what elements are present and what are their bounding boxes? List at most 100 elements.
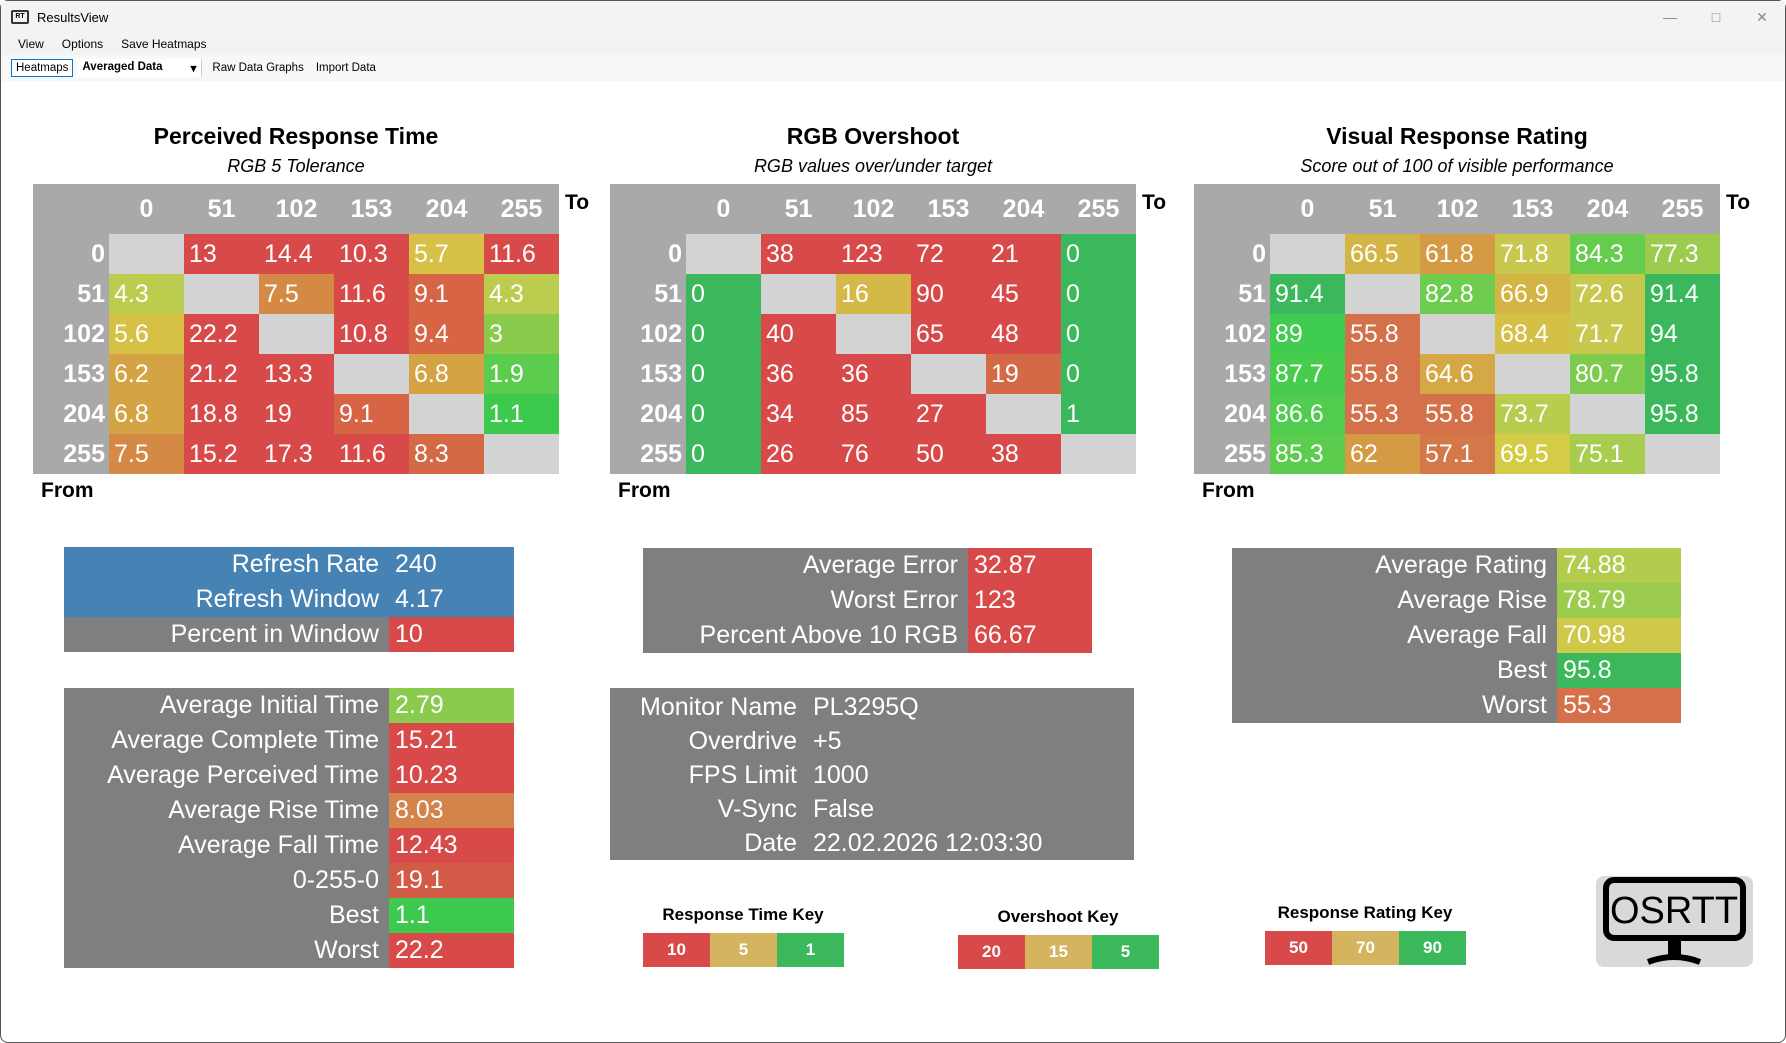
times-value: 1.1 [389, 898, 514, 933]
heatmap-cell: 1.1 [484, 394, 559, 434]
times-label: Average Initial Time [159, 691, 379, 719]
refresh-value: 4.17 [389, 582, 514, 617]
row-header: 102 [63, 319, 105, 348]
heatmap-cell: 68.4 [1495, 314, 1570, 354]
minimize-button[interactable]: — [1663, 9, 1677, 25]
to-axis-label: To [1142, 191, 1167, 214]
heatmap-cell: 40 [761, 314, 836, 354]
column-header: 102 [852, 194, 895, 223]
perceived-response-time-subtitle: RGB 5 Tolerance [227, 156, 365, 176]
column-header: 204 [1586, 194, 1629, 223]
rating-label: Best [1496, 656, 1547, 684]
heatmap-cell [1645, 434, 1720, 474]
heatmap-cell [911, 354, 986, 394]
heatmap-cell [1420, 314, 1495, 354]
heatmap-cell: 19 [259, 394, 334, 434]
refresh-row: Refresh Rate 240 [64, 547, 514, 582]
overshoot-key-swatch: 5 [1092, 935, 1159, 969]
response-rating-key-title: Response Rating Key [1277, 903, 1453, 922]
heatmap-cell: 71.8 [1495, 234, 1570, 274]
error-value: 32.87 [968, 548, 1092, 583]
heatmap-cell [686, 234, 761, 274]
refresh-row: Refresh Window 4.17 [64, 582, 514, 617]
menu-options[interactable]: Options [61, 37, 104, 51]
monitor-value: +5 [813, 726, 842, 755]
refresh-panel: Refresh Rate 240 Refresh Window 4.17 Percent… [64, 547, 514, 652]
raw-data-graphs-button[interactable]: Raw Data Graphs [212, 62, 304, 74]
column-header: 0 [716, 194, 731, 223]
response-rating-key-swatch: 50 [1265, 931, 1332, 965]
heatmap-cell: 19 [986, 354, 1061, 394]
maximize-button[interactable]: □ [1711, 9, 1721, 25]
times-label: 0-255-0 [292, 866, 379, 894]
heatmap-cell: 87.7 [1270, 354, 1345, 394]
times-value: 12.43 [389, 828, 514, 863]
heatmap-cell: 0 [686, 314, 761, 354]
heatmap-cell: 123 [836, 234, 911, 274]
heatmap-cell: 1 [1061, 394, 1136, 434]
heatmap-cell: 11.6 [484, 234, 559, 274]
times-value: 22.2 [389, 933, 514, 968]
times-value: 15.21 [389, 723, 514, 758]
rating-row: Average Fall 70.98 [1232, 618, 1681, 653]
heatmap-cell: 8.3 [409, 434, 484, 474]
heatmap-cell: 38 [986, 434, 1061, 474]
rating-value: 78.79 [1557, 583, 1681, 618]
monitor-label: FPS Limit [688, 760, 797, 789]
data-mode-select[interactable]: Averaged Data ▾ [77, 59, 203, 77]
heatmap-cell [184, 274, 259, 314]
row-header: 204 [640, 399, 682, 428]
heatmap-cell: 0 [1061, 234, 1136, 274]
heatmap-cell [1061, 434, 1136, 474]
heatmap-cell: 0 [686, 354, 761, 394]
heatmap-cell: 75.1 [1570, 434, 1645, 474]
perceived-response-time-title: Perceived Response Time [153, 123, 439, 149]
heatmap-cell: 95.8 [1645, 394, 1720, 434]
heatmap-cell: 91.4 [1270, 274, 1345, 314]
rating-value: 70.98 [1557, 618, 1681, 653]
heatmap-cell: 0 [686, 394, 761, 434]
column-header: 204 [425, 194, 468, 223]
column-header: 255 [1077, 194, 1120, 223]
heatmap-cell: 10.3 [334, 234, 409, 274]
heatmap-cell: 50 [911, 434, 986, 474]
heatmap-cell: 38 [761, 234, 836, 274]
monitor-row: Monitor Name PL3295Q [610, 690, 1134, 724]
heatmap-cell: 21 [986, 234, 1061, 274]
rating-label: Average Rating [1375, 551, 1547, 579]
heatmap-cell: 69.5 [1495, 434, 1570, 474]
overshoot-key-title: Overshoot Key [997, 907, 1119, 926]
times-row: Average Fall Time 12.43 [64, 828, 514, 863]
heatmap-cell: 5.6 [109, 314, 184, 354]
column-header: 102 [275, 194, 318, 223]
heatmap-cell [1570, 394, 1645, 434]
row-header: 102 [640, 319, 682, 348]
heatmap-cell: 48 [986, 314, 1061, 354]
heatmap-cell [259, 314, 334, 354]
monitor-row: V-Sync False [610, 792, 1134, 826]
monitor-label: Date [744, 828, 797, 857]
row-header: 255 [1224, 439, 1266, 468]
heatmap-cell: 6.2 [109, 354, 184, 394]
heatmap-cell: 95.8 [1645, 354, 1720, 394]
times-row: Worst 22.2 [64, 933, 514, 968]
menu-save-heatmaps[interactable]: Save Heatmaps [121, 37, 207, 51]
rating-value: 95.8 [1557, 653, 1681, 688]
import-data-button[interactable]: Import Data [315, 62, 376, 74]
times-row: Average Perceived Time 10.23 [64, 758, 514, 793]
times-label: Worst [314, 936, 379, 964]
monitor-label: Overdrive [688, 726, 797, 755]
heatmaps-button[interactable]: Heatmaps [11, 59, 74, 77]
heatmap-cell: 76 [836, 434, 911, 474]
row-header: 204 [1224, 399, 1266, 428]
heatmap-cell: 66.9 [1495, 274, 1570, 314]
menu-view[interactable]: View [18, 37, 44, 51]
rating-row: Worst 55.3 [1232, 688, 1681, 723]
heatmap-cell: 4.3 [484, 274, 559, 314]
heatmap-cell: 18.8 [184, 394, 259, 434]
close-button[interactable]: ✕ [1756, 8, 1768, 25]
rating-value: 55.3 [1557, 688, 1681, 723]
heatmap-cell: 6.8 [409, 354, 484, 394]
column-header: 0 [1300, 194, 1315, 223]
overshoot-key-swatch: 15 [1025, 935, 1092, 969]
